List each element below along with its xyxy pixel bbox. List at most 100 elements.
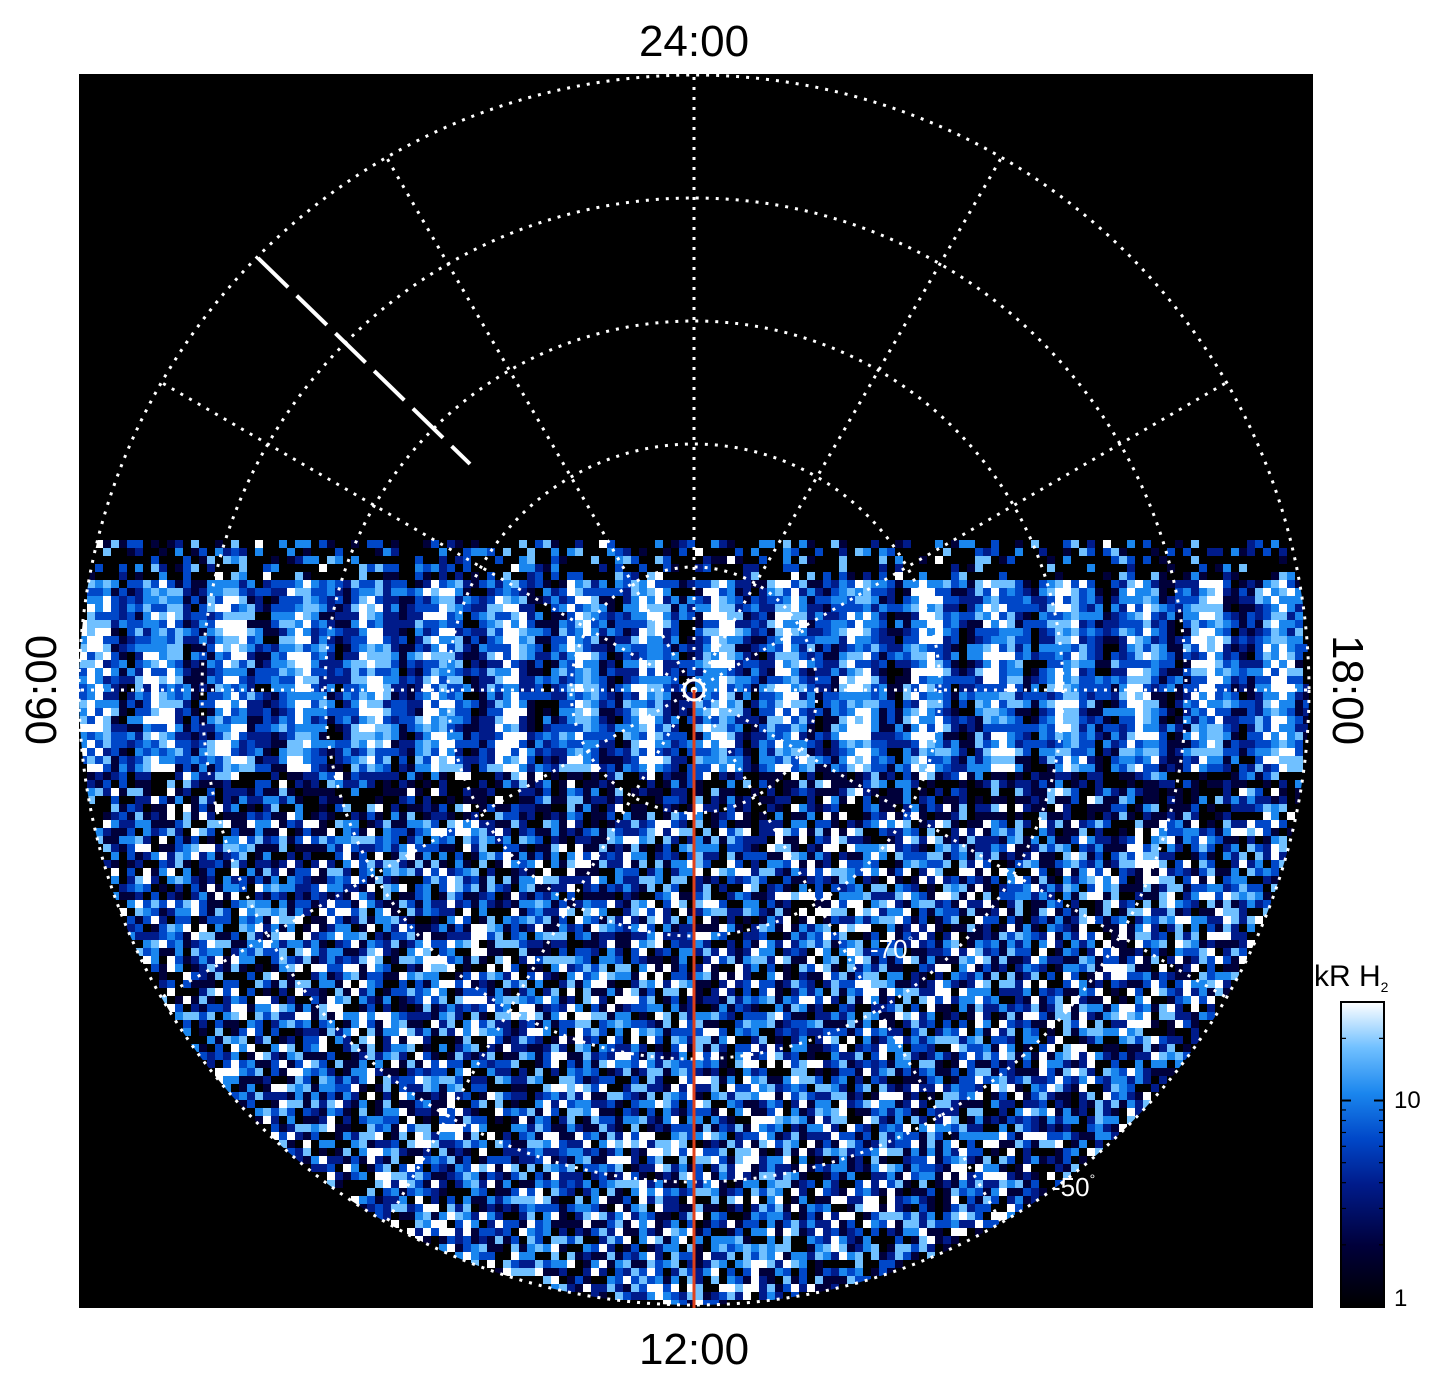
heatmap-cell [703,628,711,636]
heatmap-cell [687,796,695,804]
heatmap-cell [943,724,951,732]
heatmap-cell [591,724,599,732]
heatmap-cell [583,644,591,652]
heatmap-cell [855,580,863,588]
heatmap-cell [1143,780,1151,788]
heatmap-cell [671,748,679,756]
heatmap-cell [375,716,383,724]
heatmap-cell [351,764,359,772]
heatmap-cell [159,748,167,756]
heatmap-cell [759,612,767,620]
heatmap-cell [991,660,999,668]
heatmap-cell [703,788,711,796]
heatmap-cell [287,668,295,676]
heatmap-cell [375,724,383,732]
heatmap-cell [847,676,855,684]
heatmap-cell [375,604,383,612]
heatmap-cell [879,764,887,772]
heatmap-cell [303,708,311,716]
heatmap-cell [151,724,159,732]
heatmap-cell [431,788,439,796]
heatmap-cell [1015,548,1023,556]
heatmap-cell [943,780,951,788]
heatmap-cell [1231,788,1239,796]
heatmap-cell [1023,788,1031,796]
heatmap-cell [383,708,391,716]
heatmap-cell [383,540,391,548]
heatmap-cell [199,692,207,700]
heatmap-cell [783,612,791,620]
heatmap-cell [1183,780,1191,788]
heatmap-cell [247,740,255,748]
heatmap-cell [1039,788,1047,796]
heatmap-cell [231,564,239,572]
heatmap-cell [991,724,999,732]
heatmap-cell [1279,652,1287,660]
heatmap-cell [1095,556,1103,564]
heatmap-cell [1007,628,1015,636]
heatmap-cell [1055,628,1063,636]
heatmap-cell [775,572,783,580]
heatmap-cell [839,716,847,724]
heatmap-cell [511,756,519,764]
heatmap-cell [215,580,223,588]
heatmap-cell [519,684,527,692]
heatmap-cell [271,564,279,572]
heatmap-cell [415,548,423,556]
heatmap-cell [79,708,87,716]
heatmap-cell [1167,780,1175,788]
heatmap-cell [279,644,287,652]
heatmap-cell [175,700,183,708]
heatmap-cell [1055,764,1063,772]
heatmap-cell [303,780,311,788]
heatmap-cell [863,604,871,612]
heatmap-cell [799,596,807,604]
heatmap-cell [343,684,351,692]
heatmap-cell [847,644,855,652]
heatmap-cell [855,676,863,684]
heatmap-cell [919,740,927,748]
heatmap-cell [1111,572,1119,580]
heatmap-cell [1223,692,1231,700]
heatmap-cell [479,644,487,652]
heatmap-cell [671,788,679,796]
heatmap-cell [471,796,479,804]
heatmap-cell [1023,732,1031,740]
heatmap-cell [279,732,287,740]
heatmap-cell [1079,596,1087,604]
heatmap-cell [1031,644,1039,652]
heatmap-cell [511,628,519,636]
heatmap-cell [223,620,231,628]
heatmap-cell [399,652,407,660]
heatmap-cell [1247,652,1255,660]
heatmap-cell [1239,676,1247,684]
heatmap-cell [287,628,295,636]
heatmap-cell [447,660,455,668]
heatmap-cell [175,628,183,636]
heatmap-cell [119,612,127,620]
heatmap-cell [407,572,415,580]
heatmap-cell [175,668,183,676]
heatmap-cell [1111,620,1119,628]
heatmap-cell [1255,740,1263,748]
heatmap-cell [767,548,775,556]
heatmap-cell [775,668,783,676]
heatmap-cell [551,708,559,716]
heatmap-cell [519,780,527,788]
heatmap-cell [847,588,855,596]
heatmap-cell [175,684,183,692]
heatmap-cell [335,788,343,796]
heatmap-cell [383,796,391,804]
heatmap-cell [1239,620,1247,628]
heatmap-cell [1271,668,1279,676]
heatmap-cell [1255,772,1263,780]
heatmap-cell [639,796,647,804]
heatmap-cell [959,604,967,612]
heatmap-cell [423,724,431,732]
heatmap-cell [391,668,399,676]
heatmap-cell [703,572,711,580]
heatmap-cell [1079,604,1087,612]
heatmap-cell [279,716,287,724]
heatmap-cell [767,652,775,660]
heatmap-cell [871,612,879,620]
